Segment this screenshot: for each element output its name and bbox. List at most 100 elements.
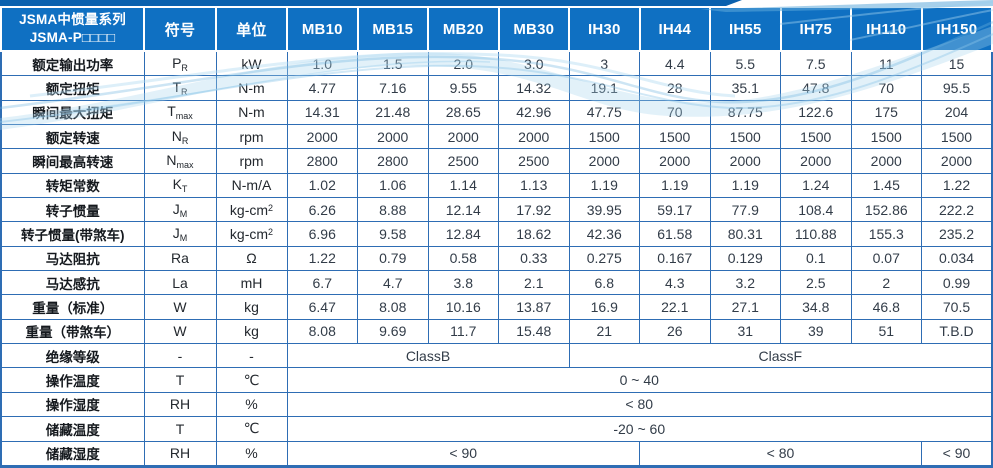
value-cell: 222.2	[921, 197, 993, 223]
value-cell: 28.65	[427, 99, 499, 126]
row-label: 储藏温度	[0, 416, 145, 442]
unit-cell: kg-cm2	[215, 221, 288, 247]
value-span-cell: < 80	[286, 391, 993, 418]
column-header-mb20: MB20	[427, 6, 500, 52]
value-cell: 34.8	[780, 294, 852, 320]
value-cell: 6.7	[286, 270, 358, 296]
symbol-cell: Tmax	[143, 99, 217, 126]
row-label: 绝缘等级	[0, 343, 145, 369]
value-cell: 8.08	[286, 318, 358, 345]
value-cell: 1.14	[427, 172, 499, 199]
value-cell: 0.167	[639, 245, 711, 272]
value-cell: 4.4	[639, 50, 711, 77]
value-cell: 59.17	[639, 197, 711, 223]
value-cell: 1.13	[498, 172, 570, 199]
unit-cell: N-m/A	[215, 172, 288, 199]
value-cell: 11	[850, 50, 922, 77]
value-span-cell: < 90	[921, 440, 993, 467]
row-label: 转子惯量(带煞车)	[0, 221, 145, 247]
row-label: 额定输出功率	[0, 50, 145, 77]
value-cell: 28	[639, 75, 711, 101]
value-cell: 10.16	[427, 294, 499, 320]
unit-cell: rpm	[215, 124, 288, 150]
column-header-unit: 单位	[215, 6, 288, 52]
unit-cell: %	[215, 391, 288, 418]
value-cell: 2500	[498, 148, 570, 174]
table-row: 操作湿度 RH% < 80	[0, 391, 993, 418]
table-row: 转矩常数 KT N-m/A 1.02 1.06 1.14 1.13 1.19 1.19 1.19 1…	[0, 172, 993, 199]
value-cell: 9.69	[357, 318, 429, 345]
value-cell: 204	[921, 99, 993, 126]
symbol-cell: T	[143, 416, 217, 442]
value-cell: 3.8	[427, 270, 499, 296]
value-cell: 5.5	[709, 50, 781, 77]
table-row: 转子惯量 JM kg-cm2 6.26 8.88 12.14 17.92 39.95 59.17…	[0, 197, 993, 223]
row-label: 瞬间最高转速	[0, 148, 145, 174]
value-cell: 87.75	[709, 99, 781, 126]
row-label: 操作温度	[0, 367, 145, 393]
symbol-cell: -	[143, 343, 217, 369]
value-cell: 2800	[357, 148, 429, 174]
value-cell: 12.14	[427, 197, 499, 223]
symbol-cell: T	[143, 367, 217, 393]
value-cell: 47.75	[568, 99, 640, 126]
symbol-cell: NR	[143, 124, 217, 150]
value-cell: 2	[850, 270, 922, 296]
series-title-cell: JSMA中惯量系列 JSMA-P□□□□	[0, 6, 145, 52]
row-label: 转矩常数	[0, 172, 145, 199]
value-cell: 13.87	[498, 294, 570, 320]
value-cell: 14.31	[286, 99, 358, 126]
table-row: 马达阻抗 Ra Ω 1.22 0.79 0.58 0.33 0.275 0.167 0.129 0.…	[0, 245, 993, 272]
row-label: 瞬间最大扭矩	[0, 99, 145, 126]
spec-table-header: JSMA中惯量系列 JSMA-P□□□□ 符号 单位 MB10 MB15 MB20 M…	[0, 6, 993, 52]
value-span-cell: ClassF	[568, 343, 993, 369]
unit-cell: kg-cm2	[215, 197, 288, 223]
value-cell: 0.33	[498, 245, 570, 272]
value-cell: 15	[921, 50, 993, 77]
value-cell: 70	[850, 75, 922, 101]
symbol-cell: PR	[143, 50, 217, 77]
unit-cell: N-m	[215, 99, 288, 126]
value-cell: 9.55	[427, 75, 499, 101]
value-cell: 0.034	[921, 245, 993, 272]
column-header-mb15: MB15	[356, 6, 429, 52]
value-cell: 4.7	[357, 270, 429, 296]
symbol-cell: JM	[143, 221, 217, 247]
value-cell: 26	[639, 318, 711, 345]
value-cell: 1.22	[286, 245, 358, 272]
value-cell: 122.6	[780, 99, 852, 126]
unit-cell: ℃	[215, 367, 288, 393]
value-cell: 152.86	[850, 197, 922, 223]
value-cell: 2000	[498, 124, 570, 150]
table-row: 瞬间最大扭矩 Tmax N-m 14.31 21.48 28.65 42.96 47.75 70…	[0, 99, 993, 126]
table-row: 储藏温度 T ℃ -20 ~ 60	[0, 416, 993, 442]
value-cell: 61.58	[639, 221, 711, 247]
unit-cell: ℃	[215, 416, 288, 442]
value-cell: 1.19	[568, 172, 640, 199]
value-cell: 70.5	[921, 294, 993, 320]
column-header-ih44: IH44	[638, 6, 711, 52]
value-cell: 2000	[850, 148, 922, 174]
value-cell: 1500	[921, 124, 993, 150]
unit-cell: rpm	[215, 148, 288, 174]
row-label: 重量（标准）	[0, 294, 145, 320]
row-label: 储藏湿度	[0, 440, 145, 467]
value-cell: 95.5	[921, 75, 993, 101]
value-cell: 7.16	[357, 75, 429, 101]
row-label: 额定转速	[0, 124, 145, 150]
symbol-cell: KT	[143, 172, 217, 199]
value-cell: 6.47	[286, 294, 358, 320]
value-cell: 2500	[427, 148, 499, 174]
value-cell: 2000	[921, 148, 993, 174]
table-row: 马达感抗 La mH 6.7 4.7 3.8 2.1 6.8 4.3 3.2 2.5 2 0.99	[0, 270, 993, 296]
value-cell: 6.26	[286, 197, 358, 223]
value-cell: 8.88	[357, 197, 429, 223]
symbol-cell: Ra	[143, 245, 217, 272]
column-header-symbol: 符号	[143, 6, 217, 52]
row-label: 重量（带煞车）	[0, 318, 145, 345]
value-cell: 110.88	[780, 221, 852, 247]
value-cell: 19.1	[568, 75, 640, 101]
table-row: 额定转速 NR rpm 2000 2000 2000 2000 1500 1500 1500 150…	[0, 124, 993, 150]
